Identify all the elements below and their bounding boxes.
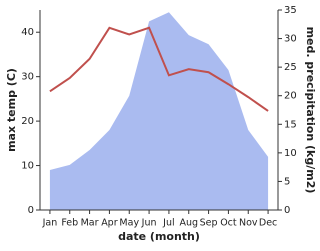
y-tick-label: 20 [21, 116, 34, 127]
precipitation-area [49, 12, 269, 210]
y2-tick-label: 5 [284, 176, 290, 187]
y2-tick-label: 35 [284, 5, 297, 16]
y-tick-label: 0 [28, 205, 34, 216]
x-tick-label: Aug [179, 218, 198, 229]
x-tick-label: May [119, 218, 139, 229]
y2-tick-label: 10 [284, 148, 297, 159]
x-tick-label: Jul [162, 218, 174, 229]
x-tick-label: Apr [101, 218, 118, 229]
y2-tick-label: 25 [284, 62, 297, 73]
y2-tick-label: 15 [284, 119, 297, 130]
x-tick-label: Oct [220, 218, 237, 229]
x-tick-label: Jan [42, 218, 58, 229]
x-tick-label: Feb [61, 218, 78, 229]
y-axis-label: max temp (C) [5, 68, 18, 152]
x-tick-label: Mar [81, 218, 99, 229]
y2-tick-label: 20 [284, 91, 297, 102]
y-tick-label: 40 [21, 27, 34, 38]
x-axis-label: date (month) [118, 230, 200, 243]
y2-tick-label: 30 [284, 34, 297, 45]
chart: date (month) max temp (C) med. precipita… [5, 5, 317, 243]
temperature-line [49, 26, 269, 112]
x-tick-label: Jun [141, 218, 157, 229]
y-tick-label: 30 [21, 72, 34, 83]
y2-tick-label: 0 [284, 205, 290, 216]
y2-axis-label: med. precipitation (kg/m2) [304, 27, 317, 194]
x-tick-label: Dec [259, 218, 277, 229]
y-tick-label: 10 [21, 161, 34, 172]
x-tick-label: Sep [200, 218, 218, 229]
x-tick-label: Nov [239, 218, 258, 229]
